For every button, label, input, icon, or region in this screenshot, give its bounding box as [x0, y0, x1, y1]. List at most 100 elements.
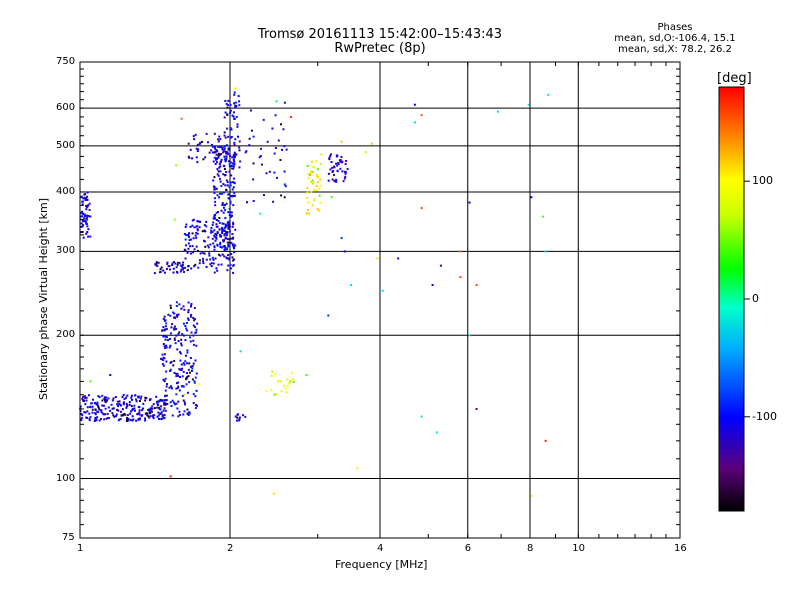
echo-point [331, 166, 334, 169]
echo-point [306, 196, 309, 199]
echo-point [221, 148, 224, 151]
echo-point [229, 127, 232, 130]
echo-point [192, 251, 195, 254]
echo-point [115, 415, 118, 418]
echo-point [194, 376, 197, 379]
echo-point [177, 415, 180, 418]
echo-point [232, 236, 235, 239]
echo-point [196, 150, 199, 153]
echo-point [279, 380, 282, 383]
echo-point [230, 241, 233, 244]
echo-point [225, 179, 228, 182]
echo-point [175, 304, 178, 307]
x-tick-label: 8 [527, 543, 534, 554]
echo-point [262, 118, 265, 121]
echo-point [223, 145, 226, 148]
echo-point [80, 413, 83, 416]
echo-point [87, 214, 90, 217]
echo-point [86, 225, 89, 228]
echo-point [203, 240, 206, 243]
echo-point [154, 263, 157, 266]
echo-point [231, 167, 234, 170]
colorbar-tick-label: -100 [752, 409, 777, 423]
echo-point [111, 407, 114, 410]
echo-point [105, 396, 108, 399]
echo-point [268, 170, 271, 173]
echo-point [127, 417, 130, 420]
echo-point [169, 369, 172, 372]
echo-point [211, 230, 214, 233]
echo-point [330, 196, 333, 199]
echo-point [217, 170, 220, 173]
echo-point [315, 189, 318, 192]
echo-point [88, 419, 91, 422]
echo-point [232, 237, 235, 240]
echo-point [173, 359, 176, 362]
echo-point [148, 416, 151, 419]
colorbar-tick-label: 100 [752, 174, 773, 188]
echo-point [162, 356, 165, 359]
echo-point [157, 411, 160, 414]
echo-point [217, 138, 220, 141]
echo-point [164, 377, 167, 380]
echo-point [277, 139, 280, 142]
echo-point [185, 383, 188, 386]
echo-point [289, 380, 292, 383]
echo-point [169, 385, 172, 388]
echo-point [130, 398, 133, 401]
echo-point [164, 328, 167, 331]
echo-point [420, 114, 423, 117]
echo-point [111, 412, 114, 415]
echo-point [233, 165, 236, 168]
echo-point [233, 151, 236, 154]
echo-point [88, 208, 91, 211]
echo-point [172, 401, 175, 404]
echo-point [230, 237, 233, 240]
echo-point [229, 230, 232, 233]
echo-point [239, 160, 242, 163]
echo-point [110, 403, 113, 406]
echo-point [187, 234, 190, 237]
echo-point [230, 181, 233, 184]
echo-point [156, 406, 159, 409]
echo-point [211, 237, 214, 240]
echo-point [175, 334, 178, 337]
echo-point [236, 123, 239, 126]
echo-point [213, 176, 216, 179]
echo-point [238, 418, 241, 421]
echo-point [176, 348, 179, 351]
echo-point [100, 411, 103, 414]
echo-point [216, 168, 219, 171]
echo-point [252, 162, 255, 165]
echo-point [175, 164, 178, 167]
echo-point [212, 262, 215, 265]
echo-point [201, 251, 204, 254]
echo-point [183, 270, 186, 273]
echo-point [156, 402, 159, 405]
echo-point [184, 360, 187, 363]
echo-point [157, 261, 160, 264]
echo-point [212, 258, 215, 261]
y-tick-label: 200 [56, 329, 76, 341]
echo-point [98, 408, 101, 411]
echo-point [330, 161, 333, 164]
echo-point [176, 407, 179, 410]
phase-stats-heading: Phases [657, 22, 693, 33]
echo-point [169, 307, 172, 310]
echo-point [292, 378, 295, 381]
echo-point [315, 174, 318, 177]
echo-point [224, 209, 227, 212]
echo-point [92, 398, 95, 401]
echo-point [226, 106, 229, 109]
echo-point [190, 369, 193, 372]
echo-point [162, 342, 165, 345]
echo-point [173, 218, 176, 221]
echo-point [87, 394, 90, 397]
echo-point [222, 240, 225, 243]
echo-point [258, 156, 261, 159]
echo-point [223, 158, 226, 161]
echo-point [232, 263, 235, 266]
echo-point [186, 349, 189, 352]
echo-point [203, 229, 206, 232]
echo-point [184, 339, 187, 342]
